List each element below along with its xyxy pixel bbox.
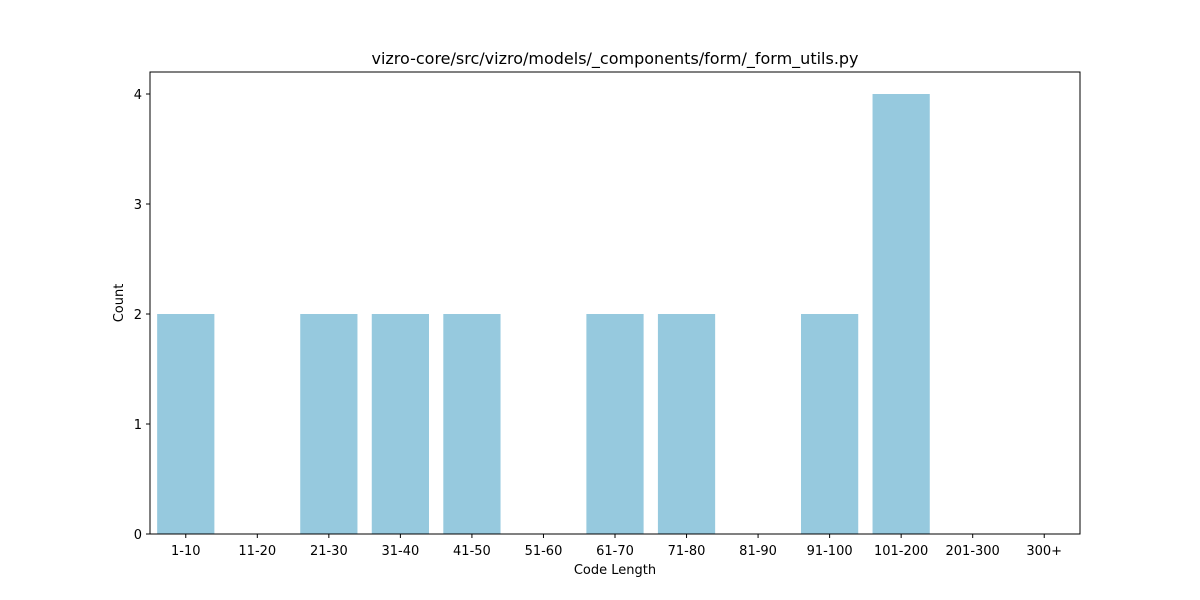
chart-title: vizro-core/src/vizro/models/_components/… — [371, 49, 858, 69]
bars-group — [157, 94, 930, 534]
bar-31-40 — [371, 314, 429, 534]
x-axis: 1-10 11-20 21-30 31-40 41-50 51-60 61-70 71-80 8… — [171, 534, 1062, 559]
x-tick-label: 41-50 — [453, 544, 491, 559]
bar-101-200 — [872, 94, 930, 534]
y-tick-label: 0 — [134, 528, 142, 543]
x-tick-label: 61-70 — [596, 544, 634, 559]
bar-71-80 — [657, 314, 716, 534]
x-tick-label: 21-30 — [310, 544, 348, 559]
y-tick-label: 2 — [134, 308, 142, 323]
x-tick-label: 91-100 — [807, 544, 853, 559]
x-tick-label: 81-90 — [739, 544, 777, 559]
y-tick-label: 4 — [134, 88, 142, 103]
bar-91-100 — [801, 314, 859, 534]
bar-41-50 — [443, 314, 501, 534]
x-tick-label: 31-40 — [381, 544, 419, 559]
bar-1-10 — [157, 314, 215, 534]
bar-21-30 — [300, 314, 358, 534]
bar-61-70 — [586, 314, 644, 534]
y-tick-label: 1 — [134, 418, 142, 433]
x-tick-label: 101-200 — [874, 544, 928, 559]
x-tick-label: 71-80 — [668, 544, 706, 559]
x-tick-label: 201-300 — [946, 544, 1000, 559]
x-tick-label: 11-20 — [238, 544, 276, 559]
x-tick-label: 300+ — [1026, 544, 1062, 559]
y-axis-title: Count — [112, 284, 127, 323]
x-axis-title: Code Length — [574, 563, 656, 578]
x-tick-label: 1-10 — [171, 544, 201, 559]
y-tick-label: 3 — [134, 198, 142, 213]
y-axis: 0 1 2 3 4 — [134, 88, 150, 543]
x-tick-label: 51-60 — [525, 544, 563, 559]
